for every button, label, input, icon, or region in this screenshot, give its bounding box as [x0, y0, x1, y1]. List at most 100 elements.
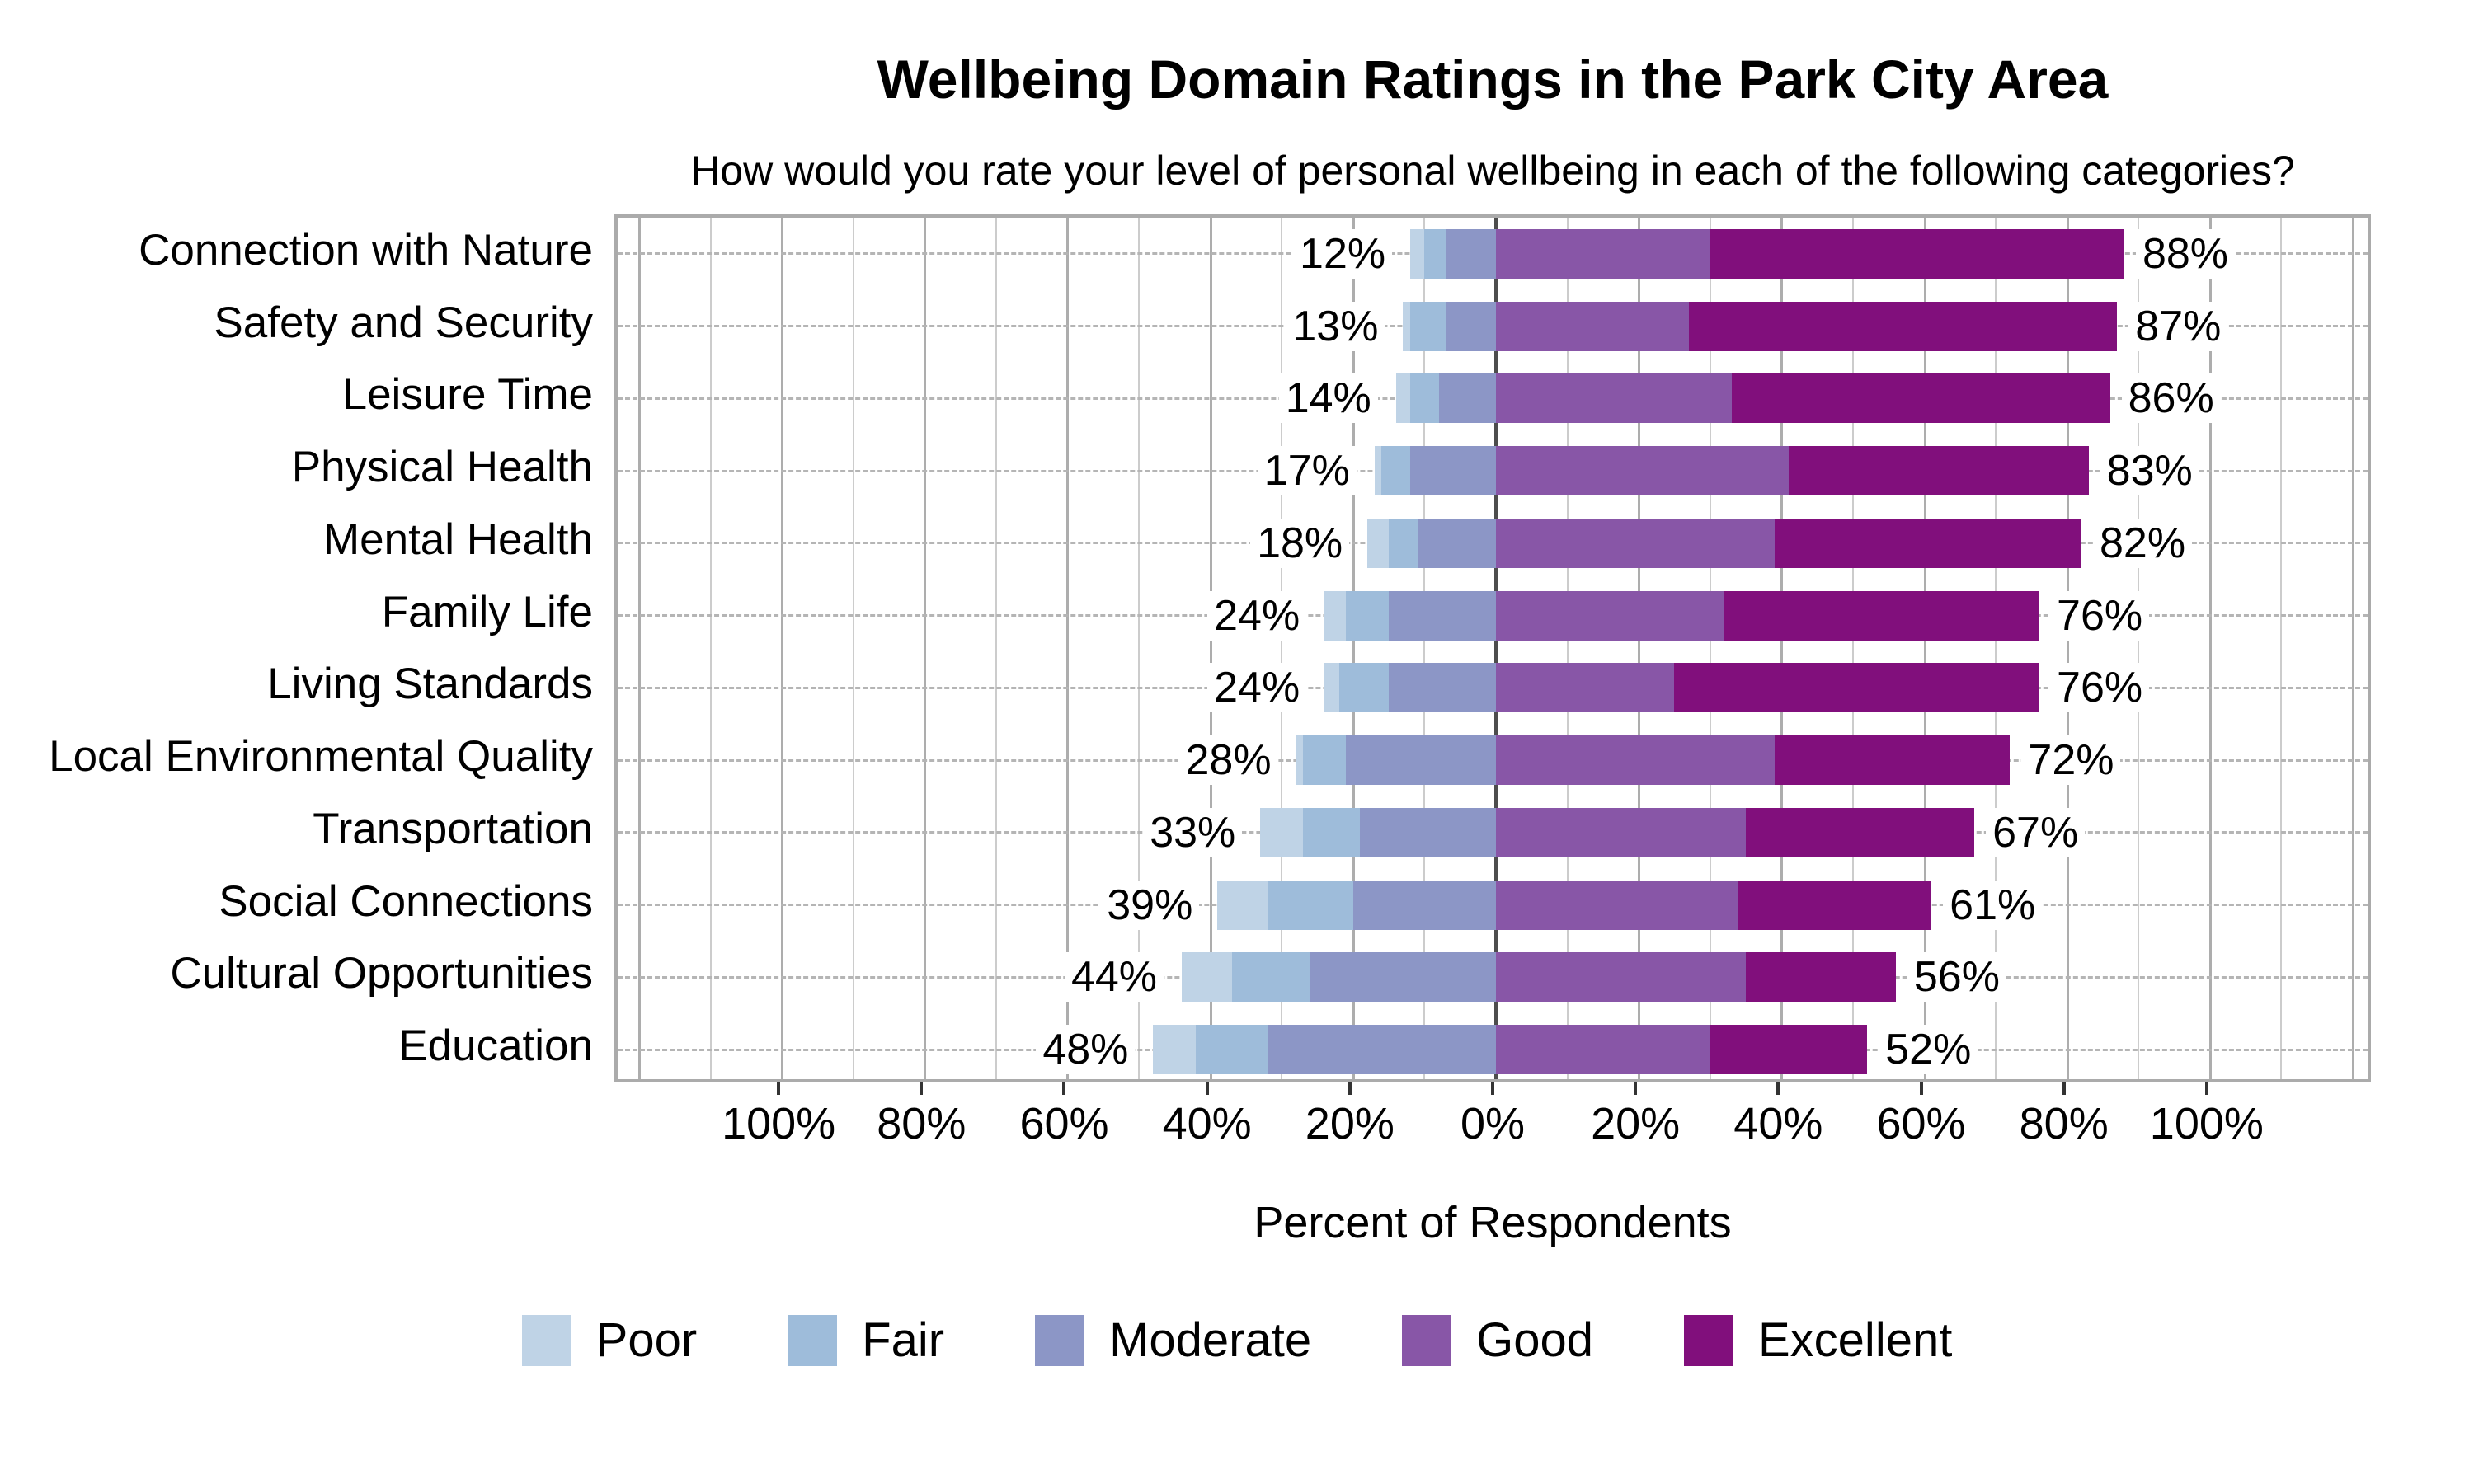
legend-item-poor: Poor	[521, 1313, 698, 1368]
bar-segment-poor	[1367, 518, 1390, 568]
gridline	[709, 218, 712, 1079]
category-label: Education	[398, 1021, 593, 1071]
left-total-label: 39%	[1100, 880, 1200, 930]
gridline	[637, 218, 641, 1079]
category-label: Leisure Time	[342, 370, 593, 420]
right-total-label: 76%	[2050, 590, 2150, 641]
x-tick-mark	[1205, 1082, 1209, 1095]
bar-segment-fair	[1303, 735, 1347, 786]
legend-item-fair: Fair	[788, 1313, 944, 1368]
bar-segment-poor	[1182, 952, 1232, 1003]
x-tick-mark	[1634, 1082, 1638, 1095]
bar-segment-good	[1496, 301, 1689, 351]
bar-segment-moderate	[1389, 590, 1496, 641]
x-tick-label: 100%	[722, 1099, 836, 1148]
gridline	[1352, 218, 1355, 1079]
category-label: Transportation	[313, 804, 593, 853]
category-label: Physical Health	[291, 443, 593, 492]
legend-label: Fair	[862, 1313, 945, 1367]
gridline	[781, 218, 784, 1079]
legend-label: Poor	[595, 1313, 698, 1367]
legend-swatch-fair	[788, 1314, 838, 1366]
gridline	[2280, 218, 2283, 1079]
bar-segment-excellent	[1724, 590, 2039, 641]
gridline	[2352, 218, 2355, 1079]
bar-segment-good	[1496, 373, 1732, 424]
category-label: Social Connections	[219, 876, 593, 926]
x-tick-mark	[777, 1082, 781, 1095]
x-tick-label: 80%	[877, 1099, 967, 1148]
bar-segment-excellent	[1738, 880, 1932, 930]
bar-segment-good	[1496, 663, 1675, 713]
bar-segment-poor	[1410, 228, 1425, 279]
bar-segment-excellent	[1710, 1025, 1868, 1075]
x-tick-label: 0%	[1460, 1099, 1526, 1148]
x-tick-label: 80%	[2019, 1099, 2109, 1148]
bar-segment-good	[1496, 880, 1739, 930]
right-total-label: 61%	[1943, 880, 2043, 930]
bar-segment-fair	[1267, 880, 1353, 930]
gridline	[1638, 218, 1641, 1079]
category-label: Cultural Opportunities	[170, 949, 593, 998]
left-total-label: 17%	[1257, 446, 1357, 496]
legend-item-good: Good	[1402, 1313, 1593, 1368]
bar-segment-fair	[1303, 807, 1361, 857]
bar-segment-fair	[1389, 518, 1418, 568]
x-tick-label: 40%	[1162, 1099, 1252, 1148]
bar-segment-poor	[1296, 735, 1304, 786]
right-total-label: 82%	[2093, 518, 2193, 568]
gridline	[995, 218, 997, 1079]
zero-gridline	[1494, 218, 1498, 1079]
bar-segment-fair	[1410, 301, 1446, 351]
left-total-label: 14%	[1278, 373, 1378, 424]
bar-segment-good	[1496, 446, 1789, 496]
x-axis-title: Percent of Respondents	[1253, 1198, 1732, 1247]
x-tick-label: 20%	[1305, 1099, 1395, 1148]
bar-segment-fair	[1231, 952, 1310, 1003]
left-total-label: 48%	[1036, 1025, 1136, 1075]
bar-segment-moderate	[1352, 880, 1496, 930]
category-label: Living Standards	[267, 660, 593, 709]
bar-segment-poor	[1153, 1025, 1197, 1075]
x-tick-mark	[920, 1082, 924, 1095]
category-label: Connection with Nature	[139, 225, 593, 275]
bar-segment-poor	[1403, 301, 1411, 351]
bar-segment-good	[1496, 518, 1775, 568]
bar-segment-excellent	[1746, 952, 1896, 1003]
legend: Poor Fair Moderate Good Excellent	[0, 1313, 2474, 1368]
right-total-label: 86%	[2121, 373, 2221, 424]
bar-segment-excellent	[1688, 301, 2118, 351]
bar-segment-fair	[1338, 663, 1390, 713]
bar-segment-poor	[1324, 663, 1339, 713]
left-total-label: 33%	[1143, 807, 1243, 857]
right-total-label: 72%	[2021, 735, 2121, 786]
bar-segment-poor	[1374, 446, 1382, 496]
gridline	[1281, 218, 1283, 1079]
bar-segment-good	[1496, 807, 1747, 857]
legend-swatch-good	[1402, 1314, 1452, 1366]
bar-segment-good	[1496, 952, 1747, 1003]
category-label: Safety and Security	[214, 298, 593, 347]
gridline	[1851, 218, 1854, 1079]
bar-segment-excellent	[1710, 228, 2124, 279]
bar-segment-excellent	[1746, 807, 1975, 857]
x-tick-mark	[2062, 1082, 2066, 1095]
category-label: Mental Health	[322, 514, 593, 564]
right-total-label: 83%	[2100, 446, 2199, 496]
bar-segment-fair	[1346, 590, 1390, 641]
x-tick-mark	[1062, 1082, 1066, 1095]
bar-segment-moderate	[1446, 301, 1496, 351]
bar-segment-moderate	[1267, 1025, 1496, 1075]
gridline	[1709, 218, 1711, 1079]
bar-segment-moderate	[1389, 663, 1496, 713]
legend-label: Good	[1476, 1313, 1593, 1367]
bar-segment-good	[1496, 1025, 1710, 1075]
right-total-label: 87%	[2128, 301, 2228, 351]
legend-swatch-moderate	[1035, 1314, 1085, 1366]
bar-segment-moderate	[1417, 518, 1496, 568]
bar-segment-excellent	[1731, 373, 2110, 424]
legend-label: Moderate	[1109, 1313, 1312, 1367]
x-tick-mark	[1491, 1082, 1494, 1095]
bar-segment-moderate	[1310, 952, 1496, 1003]
